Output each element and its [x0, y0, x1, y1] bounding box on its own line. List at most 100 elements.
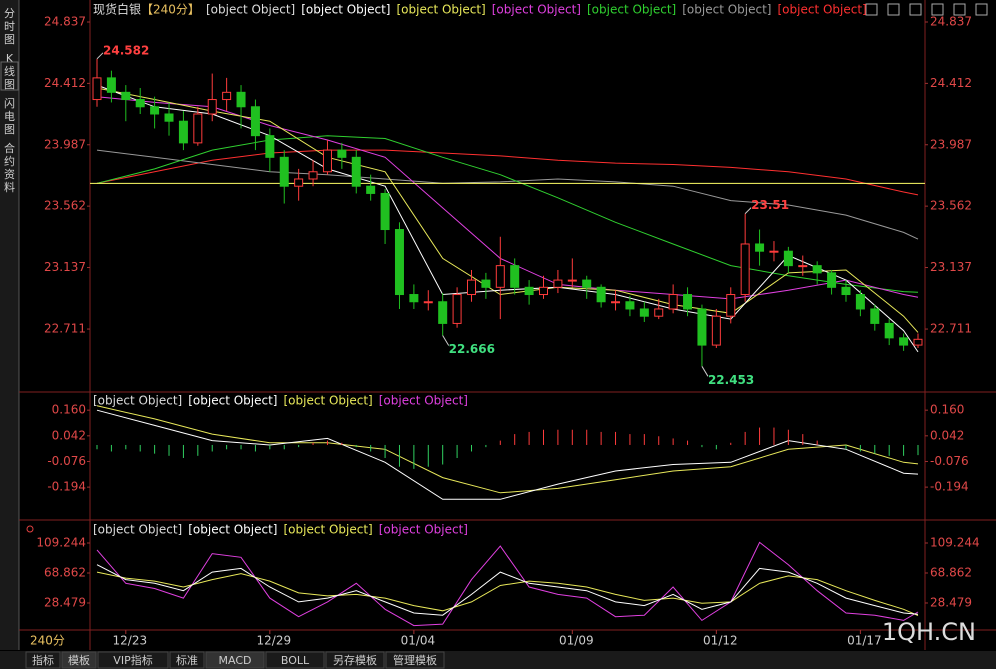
- candle-body: [812, 265, 822, 274]
- bottom-tab-label: VIP指标: [113, 653, 152, 667]
- y-tick-label: 22.711: [930, 322, 972, 336]
- bottom-tab-label: MACD: [219, 654, 252, 667]
- candle-body: [884, 322, 894, 339]
- candle-body: [625, 301, 635, 310]
- candle-body: [611, 301, 621, 304]
- side-tab: 料: [4, 180, 15, 194]
- candle-body: [466, 279, 476, 296]
- y-tick-label: 0.160: [52, 403, 86, 417]
- annotation-leader: [442, 335, 450, 346]
- x-tick-label: 01/04: [401, 634, 436, 648]
- candle-body: [711, 315, 721, 346]
- annotation-leader: [744, 207, 752, 215]
- candle-body: [308, 171, 318, 180]
- y-tick-label: 23.137: [44, 260, 86, 274]
- bottom-tab[interactable]: [61, 651, 97, 669]
- indicator-line: [96, 149, 919, 196]
- legend-entry: [object Object]: [778, 3, 867, 17]
- annotation-leader: [96, 52, 104, 60]
- legend-entry: [object Object]: [206, 3, 295, 17]
- candle-body: [783, 250, 793, 267]
- candle-body: [539, 286, 549, 296]
- candle-body: [178, 120, 188, 144]
- bottom-tab[interactable]: [205, 651, 265, 669]
- candle-body: [121, 91, 131, 101]
- icon[interactable]: [865, 3, 878, 16]
- candle-body: [495, 265, 505, 288]
- y-tick-label: 68.862: [930, 565, 972, 579]
- candle-body: [92, 77, 102, 101]
- icon[interactable]: [953, 3, 966, 16]
- toolbar-icons: [865, 3, 988, 16]
- legend-entry: [object Object]: [587, 3, 676, 17]
- candle-body: [380, 192, 390, 231]
- y-tick-label: 24.412: [930, 76, 972, 90]
- y-tick-label: -0.194: [930, 480, 969, 494]
- candle-body: [222, 91, 232, 101]
- annotation: 24.582: [103, 43, 149, 57]
- candle-body: [769, 250, 779, 253]
- x-tick-label: 01/09: [559, 634, 594, 648]
- candle-body: [827, 272, 837, 288]
- y-tick-label: 23.987: [44, 137, 86, 151]
- legend-entry: [object Object]: [379, 523, 468, 537]
- bottom-tab-label: 指标: [32, 653, 54, 667]
- bottom-tab[interactable]: [265, 651, 325, 669]
- candle-body: [899, 337, 909, 346]
- y-tick-label: 24.412: [44, 76, 86, 90]
- indicator-line: [96, 571, 919, 616]
- indicator-line: [96, 405, 919, 494]
- bottom-tab[interactable]: [97, 651, 169, 669]
- side-tab: 闪: [4, 96, 15, 110]
- candle-body: [524, 286, 534, 296]
- period: 【240分】: [141, 3, 200, 17]
- candle-body: [250, 106, 260, 137]
- side-bar: [0, 0, 19, 650]
- y-tick-label: 0.160: [930, 403, 964, 417]
- candle-body: [394, 229, 404, 296]
- bottom-tab-label: 管理模板: [393, 653, 437, 667]
- candle-body: [510, 265, 520, 288]
- candle-body: [798, 265, 808, 268]
- legend-entry: [object Object]: [682, 3, 771, 17]
- candle-body: [855, 294, 865, 310]
- candle-body: [337, 149, 347, 158]
- y-tick-label: 0.042: [52, 428, 86, 442]
- y-tick-label: 23.137: [930, 260, 972, 274]
- candle-body: [409, 294, 419, 303]
- watermark: 1QH.CN: [882, 618, 976, 646]
- bottom-tab[interactable]: [385, 651, 445, 669]
- icon[interactable]: [975, 3, 988, 16]
- bottom-tab-label: 模板: [68, 653, 90, 667]
- side-tab: 时: [4, 20, 15, 33]
- candle-body: [150, 106, 160, 115]
- annotation: 22.453: [708, 373, 754, 387]
- candle-body: [279, 156, 289, 187]
- symbol: 现货白银: [93, 2, 141, 17]
- indicator-line: [96, 564, 919, 616]
- candle-body: [351, 156, 361, 187]
- candle-body: [481, 279, 491, 288]
- candle-body: [135, 99, 145, 108]
- candle-body: [366, 185, 376, 194]
- y-tick-label: 23.562: [44, 199, 86, 213]
- side-tab-active: [0, 61, 19, 91]
- period-label: 240分: [30, 634, 65, 648]
- bottom-tab[interactable]: [25, 651, 61, 669]
- legend-entry: [object Object]: [188, 523, 277, 537]
- bottom-tab[interactable]: [169, 651, 205, 669]
- candle-body: [265, 135, 275, 158]
- bottom-tab[interactable]: [325, 651, 385, 669]
- candle-body: [697, 308, 707, 346]
- side-tab: 资: [4, 168, 15, 181]
- candle-body: [582, 279, 592, 288]
- legend-entry: [object Object]: [301, 3, 390, 17]
- icon[interactable]: [931, 3, 944, 16]
- icon[interactable]: [909, 3, 922, 16]
- y-tick-label: 109.244: [930, 535, 980, 549]
- icon[interactable]: [887, 3, 900, 16]
- legend-entry: [object Object]: [284, 523, 373, 537]
